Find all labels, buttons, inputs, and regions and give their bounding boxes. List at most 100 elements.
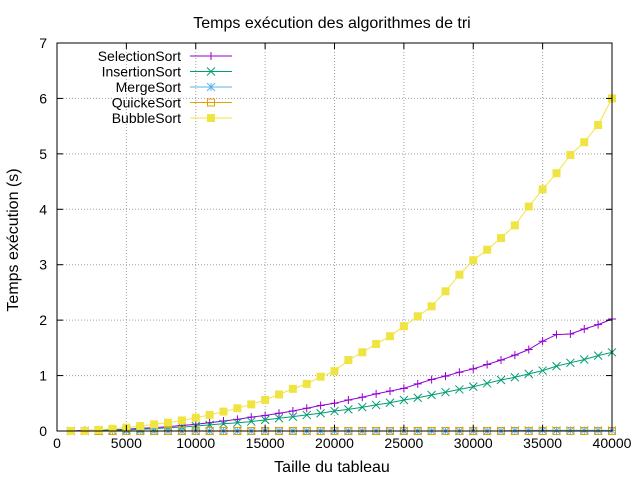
data-point [358,348,367,357]
data-point [593,351,603,360]
data-point [261,411,270,420]
data-point [579,426,589,435]
data-point [510,372,520,382]
data-point [594,121,603,130]
data-point [247,400,256,409]
x-tick-label: 15000 [246,435,285,451]
y-tick-label: 0 [39,423,47,439]
data-point [288,407,297,416]
data-point [455,368,464,377]
data-point [538,185,547,194]
data-point [580,138,589,147]
x-axis-label: Taille du tableau [274,459,390,476]
data-point [524,345,533,354]
data-point [206,67,216,76]
series-BubbleSort [66,94,616,435]
data-point [566,358,575,368]
data-point [385,398,395,408]
data-point [483,360,492,369]
data-point [316,401,325,410]
y-tick-label: 7 [39,35,47,51]
x-tick-label: 25000 [384,435,423,451]
data-point [441,387,450,397]
data-point [246,417,256,426]
legend-entry: InsertionSort [102,64,232,80]
data-point [316,408,325,418]
data-point [524,426,534,435]
legend: SelectionSortInsertionSortMergeSortQuick… [98,48,232,126]
data-point [330,399,339,408]
legend-label: InsertionSort [102,64,181,80]
legend-entry: QuickeSort [112,95,232,111]
axis-ticks: 0 5000 10000 15000 20000 25000 30000 35000 40000… [39,35,631,451]
x-tick-label: 5000 [111,435,142,451]
data-point [510,351,519,360]
data-point [207,52,215,60]
chart-title: Temps exécution des algorithmes de tri [193,15,470,32]
data-point [497,356,505,365]
data-point [552,426,561,435]
data-point [302,379,311,388]
data-point [497,234,505,243]
y-axis-label: Temps exécution (s) [5,168,22,311]
data-point [510,221,519,230]
data-point [371,400,381,410]
data-point [288,412,298,421]
data-point [344,405,353,414]
data-point [275,409,283,418]
data-point [288,384,297,393]
data-point [399,395,409,405]
data-point [233,418,242,428]
legend-entry: MergeSort [116,79,232,95]
data-point [386,387,394,396]
data-point [207,114,215,122]
legend-label: MergeSort [116,79,181,95]
series-line [70,318,613,432]
data-point [455,270,464,279]
data-point [413,393,423,403]
data-point [219,419,228,429]
data-point [386,332,394,341]
data-point [207,98,215,107]
data-point [372,339,381,348]
series-InsertionSort [66,347,617,436]
data-point [566,330,575,338]
grid [57,43,612,431]
data-point [552,330,561,339]
data-point [302,404,311,413]
data-point [219,407,228,416]
data-point [316,372,325,381]
data-point [330,406,339,416]
y-tick-label: 1 [39,368,47,384]
data-point [427,375,436,384]
x-tick-label: 30000 [454,435,493,451]
y-tick-label: 5 [39,146,47,162]
data-point [233,404,242,413]
data-point [427,390,436,400]
data-point [510,426,520,435]
data-point [580,325,589,334]
data-point [94,425,103,434]
data-point [413,312,422,321]
data-point [177,416,186,425]
y-tick-label: 6 [39,90,47,106]
data-point [399,322,408,331]
data-point [538,366,547,375]
data-point [455,385,464,394]
data-point [427,302,436,311]
data-point [552,361,561,371]
data-point [483,245,492,254]
data-point [164,418,172,427]
legend-entry: SelectionSort [98,48,232,64]
data-point [566,426,575,435]
x-tick-label: 10000 [176,435,215,451]
data-point [469,256,478,265]
data-point [524,369,534,379]
data-point [524,202,533,211]
y-tick-label: 4 [39,201,47,217]
data-point [261,395,270,404]
data-point [468,382,478,392]
data-point [108,424,117,433]
data-point [358,393,367,402]
